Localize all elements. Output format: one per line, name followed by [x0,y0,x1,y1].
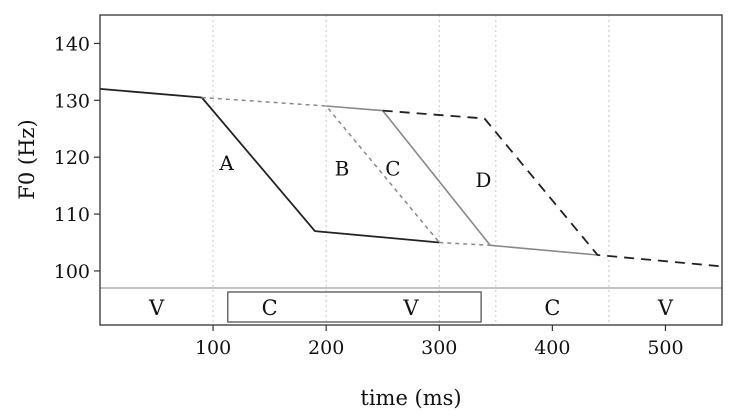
series-A [201,96,440,244]
y-tick-label-120: 120 [54,147,90,169]
segment-label-2: V [402,296,419,320]
segment-label-0: V [148,296,165,320]
series-D [382,109,723,268]
grid-lines [212,15,610,325]
segment-box [227,291,482,323]
y-tick-label-100: 100 [54,261,90,283]
plot-frame [99,14,723,326]
x-axis-label: time (ms) [360,386,461,410]
series-connector [439,241,491,247]
x-tick-label-200: 200 [308,337,344,359]
y-tick-label-140: 140 [54,33,90,55]
series-C [326,105,598,256]
y-tick-label-130: 130 [54,90,90,112]
segment-label-1: C [262,296,278,320]
segment-label-4: V [657,296,674,320]
series-B [201,96,440,243]
y-tick-label-110: 110 [54,204,90,226]
y-axis-label: F0 (Hz) [15,119,39,199]
contour-label-C: C [385,157,400,181]
segment-label-3: C [544,296,560,320]
x-tick-label-300: 300 [421,337,457,359]
axis-ticks: 100 200 300 400 500 100 110 120 130 140 [54,33,684,359]
x-tick-label-500: 500 [647,337,683,359]
series-baseline [99,88,202,99]
series-lines [99,88,723,268]
x-tick-label-400: 400 [534,337,570,359]
contour-label-A: A [218,151,234,175]
contour-label-D: D [475,168,491,192]
contour-label-B: B [335,157,350,181]
contour-labels: A B C D [218,151,491,192]
x-tick-label-100: 100 [195,337,231,359]
